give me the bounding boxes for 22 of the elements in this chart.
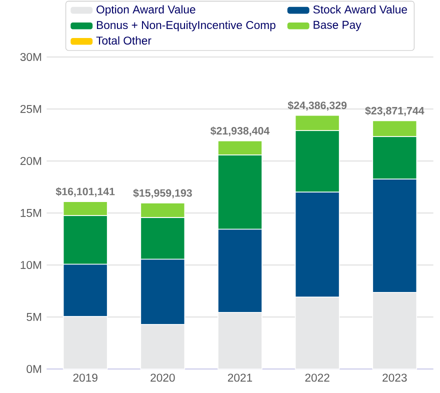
legend-label: Bonus + Non-EquityIncentive Comp (96, 20, 276, 32)
x-tick-label: 2022 (305, 374, 330, 382)
y-tick-label: 5M (26, 313, 42, 321)
legend-label: Total Other (96, 36, 152, 45)
total-label: $23,871,744 (365, 106, 424, 116)
legend-label: Base Pay (314, 20, 362, 32)
total-label: $16,101,141 (56, 187, 115, 197)
total-label: $15,959,193 (133, 188, 192, 198)
legend-label: Stock Award Value (313, 5, 407, 14)
legend-label: Option Award Value (96, 5, 196, 16)
x-tick-label: 2021 (228, 374, 252, 382)
total-label: $24,386,329 (288, 101, 347, 111)
y-tick-label: 10M (20, 260, 42, 269)
y-tick-label: 20M (20, 156, 42, 165)
total-label: $21,938,404 (210, 126, 270, 136)
x-tick-label: 2023 (382, 374, 407, 382)
y-tick-label: 0M (26, 364, 42, 373)
x-tick-label: 2020 (150, 374, 175, 382)
y-tick-label: 15M (20, 209, 42, 217)
y-tick-label: 25M (20, 104, 42, 113)
y-tick-label: 30M (20, 52, 42, 61)
x-tick-label: 2019 (73, 374, 98, 382)
